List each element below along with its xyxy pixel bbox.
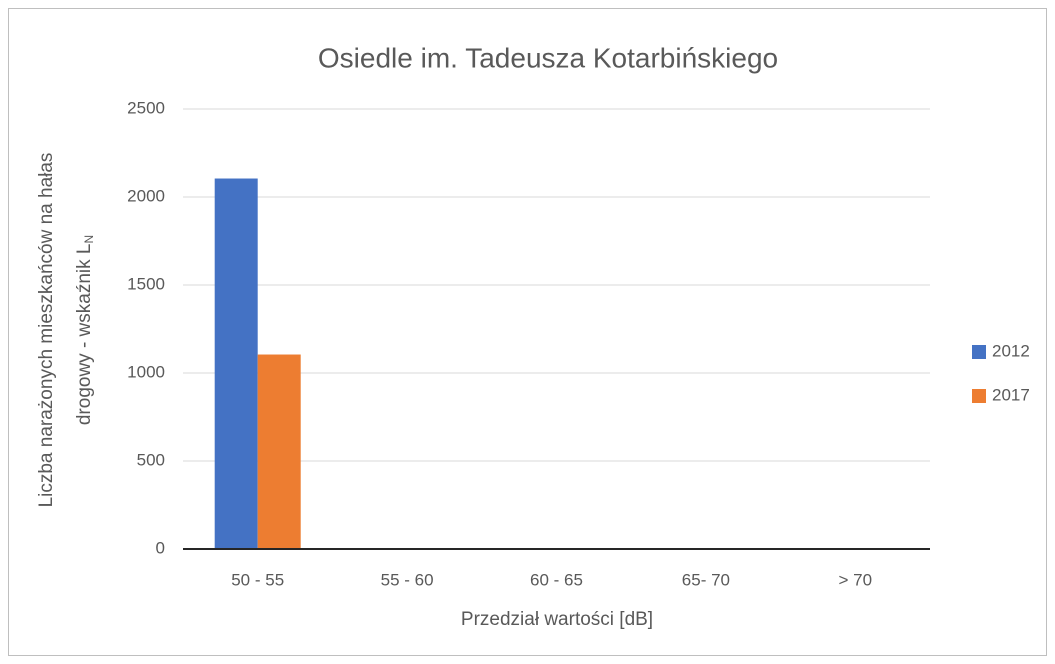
y-tick-label: 500 (137, 450, 165, 469)
legend-swatch (972, 345, 986, 359)
x-tick-label: > 70 (839, 570, 873, 589)
y-tick-label: 1500 (127, 274, 165, 293)
y-axis-title-subscript: N (82, 235, 96, 244)
chart-title: Osiedle im. Tadeusza Kotarbińskiego (318, 42, 778, 73)
y-axis-title-text: drogowy - wskaźnik L (74, 244, 95, 426)
y-tick-label: 1000 (127, 362, 165, 381)
chart-border (8, 8, 1047, 656)
x-tick-label: 60 - 65 (530, 570, 583, 589)
y-axis-title-line: Liczba narażonych mieszkańców na hałas (36, 153, 57, 508)
x-tick-label: 50 - 55 (231, 570, 284, 589)
y-axis-title-line: drogowy - wskaźnik LN (74, 235, 96, 425)
x-tick-label: 65- 70 (682, 570, 730, 589)
legend-swatch (972, 389, 986, 403)
y-axis-title: Liczba narażonych mieszkańców na hałas d… (36, 153, 96, 508)
y-tick-label: 2500 (127, 98, 165, 117)
legend-label: 2012 (992, 341, 1030, 360)
x-tick-label: 55 - 60 (381, 570, 434, 589)
legend-label: 2017 (992, 385, 1030, 404)
x-axis-title: Przedział wartości [dB] (461, 609, 653, 630)
y-tick-label: 0 (156, 538, 165, 557)
bar (257, 354, 301, 549)
y-tick-label: 2000 (127, 186, 165, 205)
bar (214, 178, 258, 549)
